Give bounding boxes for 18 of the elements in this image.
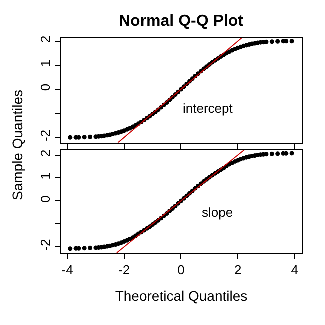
x-tick-label: 0	[178, 262, 185, 278]
x-tick-label: -4	[62, 262, 74, 278]
annotation: slope	[202, 205, 234, 220]
y-tick-label: 1	[38, 60, 53, 68]
chart-title: Normal Q-Q Plot	[119, 13, 244, 30]
y-tick-label: 0	[38, 84, 53, 92]
y-tick-label: 0	[38, 196, 53, 203]
x-tick-label: 2	[234, 262, 242, 278]
x-tick-label: 4	[291, 262, 299, 278]
x-axis-title: Theoretical Quantiles	[115, 288, 248, 304]
y-axis-title: Sample Quantiles	[10, 90, 26, 200]
y-tick-label: -2	[38, 239, 53, 251]
y-tick-label: 2	[38, 150, 53, 157]
annotation: intercept	[183, 101, 234, 116]
x-tick-label: -2	[118, 262, 130, 278]
y-tick-label: -2	[38, 130, 53, 142]
y-tick-label: 1	[38, 172, 53, 180]
y-tick-label: 2	[38, 36, 53, 44]
